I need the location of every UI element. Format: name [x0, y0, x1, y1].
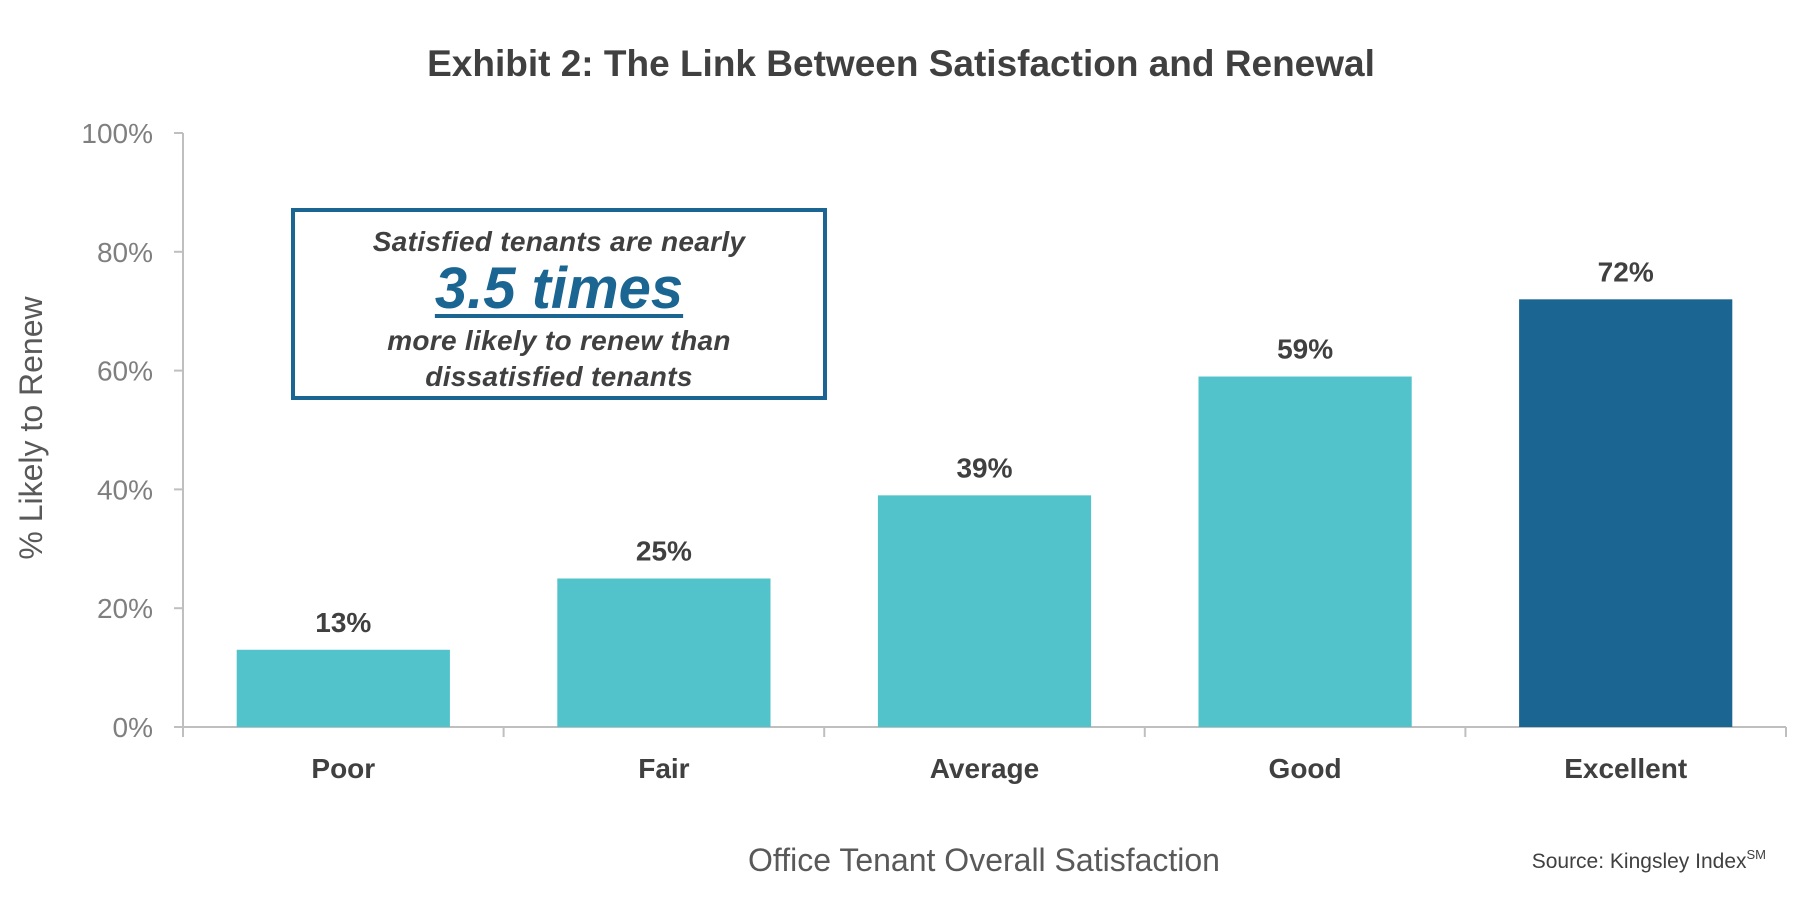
x-tick-label: Average: [930, 753, 1039, 784]
data-label: 72%: [1598, 256, 1654, 287]
x-tick-label: Fair: [638, 753, 689, 784]
bar-fair: [557, 578, 771, 727]
data-label: 13%: [315, 607, 371, 638]
y-tick-label: 40%: [97, 474, 153, 505]
callout-line-3b: dissatisfied tenants: [425, 361, 693, 392]
y-tick-label: 80%: [97, 237, 153, 268]
source-superscript: SM: [1747, 847, 1767, 862]
x-tick-label: Good: [1269, 753, 1342, 784]
chart-title: Exhibit 2: The Link Between Satisfaction…: [427, 43, 1375, 84]
y-axis-title: % Likely to Renew: [13, 295, 49, 559]
y-tick-label: 100%: [81, 118, 153, 149]
callout-line-1: Satisfied tenants are nearly: [372, 226, 746, 257]
x-axis: [182, 726, 1787, 737]
y-tick-label: 0%: [113, 712, 153, 743]
data-labels-group: 13% 25% 39% 59% 72%: [315, 256, 1654, 637]
y-axis: 0% 20% 40% 60% 80% 100%: [81, 118, 184, 743]
bar-poor: [236, 649, 450, 727]
y-tick-label: 60%: [97, 356, 153, 387]
callout-emphasis: 3.5 times: [434, 256, 684, 321]
bar-average: [877, 495, 1092, 727]
y-tick-label: 20%: [97, 593, 153, 624]
source-note: Source: Kingsley IndexSM: [1532, 847, 1766, 873]
bar-excellent: [1519, 299, 1733, 727]
data-label: 25%: [636, 536, 692, 567]
callout-box: Satisfied tenants are nearly 3.5 times m…: [291, 208, 827, 400]
x-tick-label: Excellent: [1564, 753, 1687, 784]
data-label: 39%: [956, 452, 1012, 483]
bar-good: [1198, 376, 1412, 727]
bars-group: [236, 299, 1733, 727]
callout-line-3a: more likely to renew than: [387, 325, 731, 356]
category-labels-group: Poor Fair Average Good Excellent: [311, 753, 1687, 784]
data-label: 59%: [1277, 334, 1333, 365]
source-text: Source: Kingsley Index: [1532, 850, 1747, 873]
x-axis-title: Office Tenant Overall Satisfaction: [748, 842, 1220, 878]
x-tick-label: Poor: [311, 753, 375, 784]
